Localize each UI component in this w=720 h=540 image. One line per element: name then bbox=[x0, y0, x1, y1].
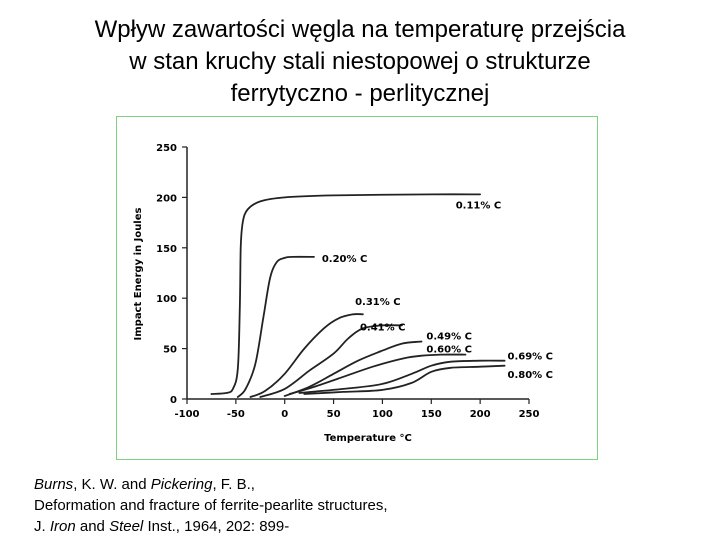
title-line-1: Wpływ zawartości węgla na temperaturę pr… bbox=[94, 16, 626, 43]
series-line-011c bbox=[210, 193, 481, 395]
series-line-049c bbox=[283, 340, 423, 397]
series-label-060c: 0.60% C bbox=[426, 345, 472, 356]
series-label-020c: 0.20% C bbox=[322, 254, 368, 265]
y-tick-label: 150 bbox=[156, 244, 177, 255]
y-tick-label: 100 bbox=[156, 294, 177, 305]
citation-journal-word: Steel bbox=[109, 518, 144, 535]
x-tick-label: 250 bbox=[519, 409, 540, 420]
x-tick-label: -50 bbox=[227, 409, 245, 420]
series-label-049c: 0.49% C bbox=[426, 331, 472, 342]
series-line-041c bbox=[259, 324, 403, 398]
x-tick-label: 100 bbox=[372, 409, 393, 420]
impact-energy-chart: 0 50 100 150 200 250 -100 -50 0 50 100 150 200 250 0.… bbox=[133, 143, 553, 444]
citation: Burns, K. W. and Pickering, F. B., Defor… bbox=[34, 474, 694, 537]
y-tick-label: 0 bbox=[170, 395, 177, 406]
y-tick-label: 50 bbox=[163, 345, 177, 356]
series-line-060c bbox=[288, 353, 467, 395]
series-line-031c bbox=[249, 313, 364, 398]
series-line-020c bbox=[236, 255, 315, 398]
series-line-080c bbox=[303, 364, 506, 395]
chart-frame: 0 50 100 150 200 250 -100 -50 0 50 100 150 200 250 0.… bbox=[116, 116, 598, 460]
citation-journal-word: Iron bbox=[49, 518, 76, 535]
citation-line-1: Burns, K. W. and Pickering, F. B., bbox=[34, 474, 694, 495]
citation-text: , K. W. and bbox=[73, 476, 151, 493]
x-tick-label: 50 bbox=[327, 409, 341, 420]
series-label-069c: 0.69% C bbox=[508, 352, 554, 363]
axes: 0 50 100 150 200 250 -100 -50 0 50 100 150 200 250 bbox=[156, 143, 539, 420]
citation-text: and bbox=[75, 518, 110, 535]
y-tick-label: 200 bbox=[156, 193, 177, 204]
title-line-3: ferrytyczno - perlitycznej bbox=[230, 80, 490, 107]
series-label-080c: 0.80% C bbox=[508, 370, 554, 381]
x-axis-title: Temperature °C bbox=[324, 433, 412, 444]
y-tick-label: 250 bbox=[156, 143, 177, 154]
title-line-2: w stan kruchy stali niestopowej o strukt… bbox=[129, 48, 591, 75]
series-line-069c bbox=[298, 359, 506, 394]
citation-text: Inst., 1964, 202: 899- bbox=[143, 518, 290, 535]
x-tick-label: -100 bbox=[174, 409, 199, 420]
citation-author-2: Pickering bbox=[150, 476, 213, 493]
series-label-011c: 0.11% C bbox=[456, 200, 502, 211]
x-tick-label: 150 bbox=[421, 409, 442, 420]
series-lines bbox=[210, 193, 506, 398]
citation-line-3: J. Iron and Steel Inst., 1964, 202: 899- bbox=[34, 516, 694, 537]
citation-author-1: Burns bbox=[34, 476, 74, 493]
x-tick-label: 0 bbox=[281, 409, 288, 420]
series-label-041c: 0.41% C bbox=[360, 322, 406, 333]
y-axis-title: Impact Energy in Joules bbox=[133, 207, 144, 340]
citation-text: J. bbox=[34, 518, 50, 535]
series-labels: 0.11% C 0.20% C 0.31% C 0.41% C 0.49% C 0.60%… bbox=[322, 200, 553, 380]
slide-title: Wpływ zawartości węgla na temperaturę pr… bbox=[20, 14, 700, 110]
series-label-031c: 0.31% C bbox=[355, 297, 401, 308]
citation-text: , F. B., bbox=[212, 476, 255, 493]
citation-line-2: Deformation and fracture of ferrite-pear… bbox=[34, 497, 388, 514]
x-tick-label: 200 bbox=[470, 409, 491, 420]
